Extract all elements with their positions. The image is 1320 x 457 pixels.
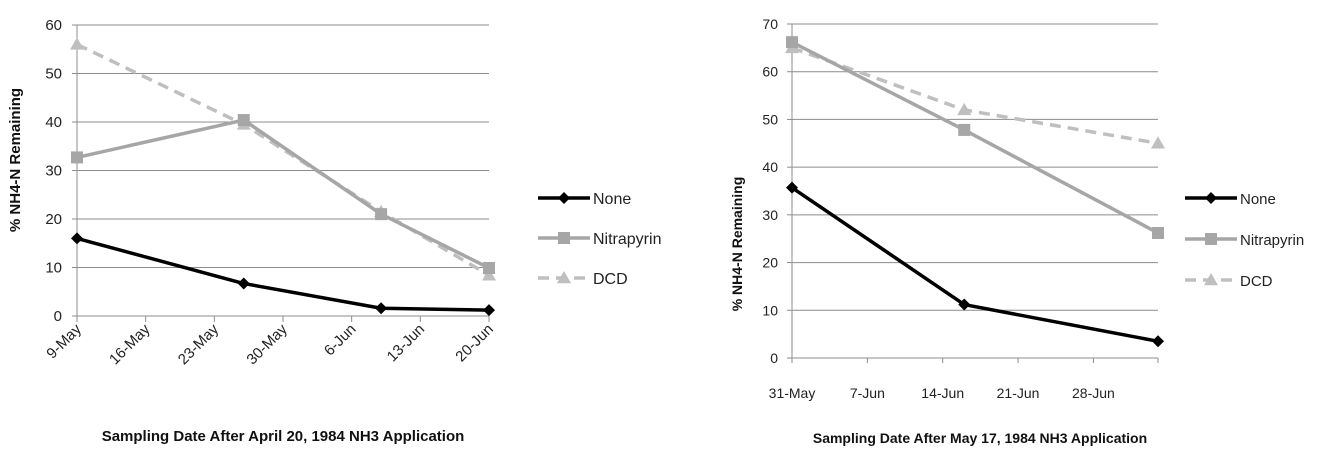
- series-line-nitrapyrin: [791, 40, 1159, 235]
- legend-label-none: None: [1240, 191, 1276, 208]
- y-tick-label: 30: [762, 207, 778, 223]
- legend-marker-nitrapyrin: [558, 232, 570, 244]
- x-axis-title: Sampling Date After May 17, 1984 NH3 App…: [813, 430, 1147, 446]
- x-tick-label: 21-Jun: [997, 385, 1040, 401]
- y-tick-label: 50: [762, 111, 778, 127]
- data-point-none: [958, 298, 971, 311]
- legend: None Nitrapyrin DCD: [1185, 191, 1304, 290]
- y-axis-title: % NH4-N Remaining: [729, 177, 745, 312]
- y-tick-label: 10: [762, 302, 778, 318]
- data-point-none: [483, 304, 495, 317]
- chart-panel-1: 0 10 20 30 40 50 60 9-May 16-May 23-May 30-May 6-Ju…: [7, 17, 661, 445]
- data-point-nitrapyrin: [483, 261, 495, 274]
- y-tick-label: 70: [762, 16, 778, 32]
- data-point-nitrapyrin: [1152, 226, 1164, 239]
- y-tick-label: 50: [45, 66, 62, 83]
- y-tick-label: 20: [762, 255, 778, 271]
- y-tick-label: 0: [54, 308, 62, 325]
- x-tick-label: 23-May: [175, 320, 223, 368]
- data-point-nitrapyrin: [786, 36, 798, 49]
- y-tick-label: 20: [45, 211, 62, 228]
- series-none: [786, 181, 1164, 348]
- series-line-none: [76, 236, 490, 312]
- data-point-nitrapyrin: [958, 123, 971, 136]
- x-tick-label: 30-May: [243, 320, 291, 368]
- x-tick-label: 13-Jun: [384, 321, 428, 365]
- data-point-nitrapyrin: [375, 208, 388, 221]
- data-point-none: [786, 181, 798, 194]
- data-point-none: [71, 232, 83, 245]
- legend-label-nitrapyrin: Nitrapyrin: [593, 231, 661, 248]
- series-line-none: [791, 186, 1159, 344]
- legend-marker-nitrapyrin: [1205, 233, 1217, 245]
- x-tick-label: 14-Jun: [921, 385, 964, 401]
- legend-marker-none: [1205, 192, 1217, 204]
- data-point-nitrapyrin: [71, 151, 83, 164]
- legend-marker-dcd: [557, 271, 571, 284]
- data-point-dcd: [957, 102, 972, 116]
- data-point-nitrapyrin: [237, 114, 250, 127]
- y-tick-label: 40: [762, 159, 778, 175]
- x-tick-label: 7-Jun: [850, 385, 885, 401]
- legend-marker-dcd: [1204, 273, 1218, 286]
- x-tick-label: 6-Jun: [321, 321, 360, 360]
- data-point-dcd: [70, 37, 84, 50]
- y-tick-label: 30: [45, 163, 62, 180]
- data-point-none: [375, 302, 388, 315]
- legend-label-dcd: DCD: [1240, 273, 1273, 290]
- series-line-dcd: [76, 42, 490, 277]
- data-point-none: [237, 277, 250, 290]
- legend-marker-none: [558, 192, 570, 204]
- x-tick-label: 9-May: [43, 320, 85, 362]
- legend: None Nitrapyrin DCD: [538, 191, 661, 288]
- series-nitrapyrin: [786, 36, 1164, 239]
- series-dcd: [785, 40, 1165, 149]
- data-point-none: [1152, 335, 1164, 348]
- series-line-dcd: [791, 46, 1159, 146]
- legend-label-nitrapyrin: Nitrapyrin: [1240, 232, 1304, 249]
- series-nitrapyrin: [71, 114, 495, 274]
- x-tick-label: 16-May: [106, 320, 154, 368]
- series-line-nitrapyrin: [76, 118, 490, 270]
- y-tick-label: 60: [762, 64, 778, 80]
- data-point-dcd: [1151, 136, 1165, 149]
- y-axis-title: % NH4-N Remaining: [7, 88, 24, 232]
- x-tick-label: 20-Jun: [452, 321, 496, 365]
- legend-label-none: None: [593, 191, 631, 208]
- x-tick-label: 31-May: [769, 385, 816, 401]
- y-tick-label: 10: [45, 260, 62, 277]
- chart-panel-2: 0 10 20 30 40 50 60 70 31-May 7-Jun 14-Jun 21-Jun 28…: [729, 16, 1304, 446]
- y-tick-label: 0: [770, 350, 778, 366]
- y-tick-label: 60: [45, 17, 62, 34]
- series-none: [71, 232, 495, 317]
- y-tick-label: 40: [45, 114, 62, 131]
- x-axis-title: Sampling Date After April 20, 1984 NH3 A…: [102, 428, 465, 445]
- x-tick-label: 28-Jun: [1072, 385, 1115, 401]
- legend-label-dcd: DCD: [593, 271, 628, 288]
- data-point-dcd: [482, 268, 496, 281]
